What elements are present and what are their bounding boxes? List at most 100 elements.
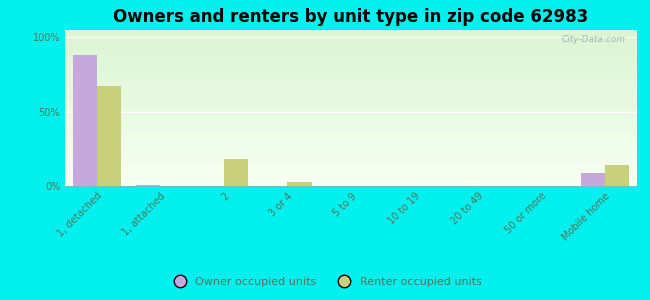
Bar: [65, 151, 637, 152]
Bar: [65, 59, 637, 60]
Bar: [65, 152, 637, 153]
Bar: [65, 52, 637, 53]
Bar: [65, 33, 637, 34]
Bar: [65, 62, 637, 63]
Bar: [287, 182, 311, 186]
Bar: [65, 83, 637, 84]
Bar: [65, 181, 637, 182]
Bar: [65, 73, 637, 74]
Bar: [65, 86, 637, 87]
Bar: [65, 133, 637, 134]
Bar: [65, 70, 637, 72]
Bar: [65, 123, 637, 124]
Bar: [65, 129, 637, 130]
Bar: [65, 167, 637, 168]
Bar: [65, 75, 637, 76]
Bar: [65, 113, 637, 114]
Bar: [65, 107, 637, 108]
Bar: [65, 51, 637, 52]
Bar: [97, 86, 121, 186]
Bar: [65, 97, 637, 98]
Bar: [65, 166, 637, 167]
Bar: [65, 81, 637, 82]
Bar: [605, 165, 629, 186]
Bar: [65, 160, 637, 161]
Bar: [65, 177, 637, 178]
Bar: [65, 126, 637, 127]
Bar: [65, 130, 637, 131]
Bar: [136, 184, 161, 186]
Bar: [65, 101, 637, 102]
Bar: [65, 121, 637, 122]
Bar: [65, 115, 637, 116]
Bar: [65, 127, 637, 128]
Legend: Owner occupied units, Renter occupied units: Owner occupied units, Renter occupied un…: [164, 273, 486, 291]
Bar: [65, 82, 637, 83]
Bar: [65, 176, 637, 177]
Bar: [65, 90, 637, 92]
Bar: [65, 37, 637, 38]
Bar: [65, 156, 637, 157]
Bar: [65, 58, 637, 59]
Bar: [65, 157, 637, 158]
Bar: [65, 170, 637, 171]
Bar: [65, 109, 637, 110]
Bar: [65, 111, 637, 112]
Bar: [65, 64, 637, 65]
Bar: [65, 172, 637, 173]
Bar: [581, 172, 605, 186]
Title: Owners and renters by unit type in zip code 62983: Owners and renters by unit type in zip c…: [113, 8, 589, 26]
Bar: [65, 87, 637, 88]
Bar: [65, 153, 637, 154]
Bar: [65, 141, 637, 142]
Bar: [65, 119, 637, 121]
Bar: [65, 161, 637, 162]
Bar: [65, 30, 637, 31]
Bar: [65, 77, 637, 78]
Bar: [65, 103, 637, 104]
Bar: [65, 136, 637, 137]
Bar: [65, 140, 637, 141]
Bar: [65, 118, 637, 119]
Text: City-Data.com: City-Data.com: [562, 35, 625, 44]
Bar: [65, 50, 637, 51]
Bar: [65, 100, 637, 101]
Bar: [65, 44, 637, 45]
Bar: [65, 143, 637, 144]
Bar: [65, 41, 637, 43]
Bar: [65, 106, 637, 107]
Bar: [65, 74, 637, 75]
Bar: [65, 55, 637, 56]
Bar: [65, 53, 637, 54]
Bar: [65, 72, 637, 73]
Bar: [65, 183, 637, 184]
Bar: [65, 132, 637, 133]
Bar: [65, 179, 637, 180]
Bar: [65, 142, 637, 143]
Bar: [65, 54, 637, 55]
Bar: [65, 38, 637, 39]
Bar: [65, 108, 637, 109]
Bar: [65, 180, 637, 181]
Bar: [65, 148, 637, 150]
Bar: [65, 144, 637, 145]
Bar: [65, 34, 637, 35]
Bar: [65, 185, 637, 186]
Bar: [65, 94, 637, 95]
Bar: [65, 92, 637, 93]
Bar: [65, 110, 637, 111]
Bar: [65, 173, 637, 175]
Bar: [65, 93, 637, 94]
Bar: [65, 48, 637, 49]
Bar: [65, 155, 637, 156]
Bar: [65, 95, 637, 97]
Bar: [65, 63, 637, 64]
Bar: [65, 158, 637, 159]
Bar: [65, 105, 637, 106]
Bar: [65, 102, 637, 103]
Bar: [65, 68, 637, 70]
Bar: [65, 88, 637, 89]
Bar: [65, 36, 637, 37]
Bar: [65, 165, 637, 166]
Bar: [65, 150, 637, 151]
